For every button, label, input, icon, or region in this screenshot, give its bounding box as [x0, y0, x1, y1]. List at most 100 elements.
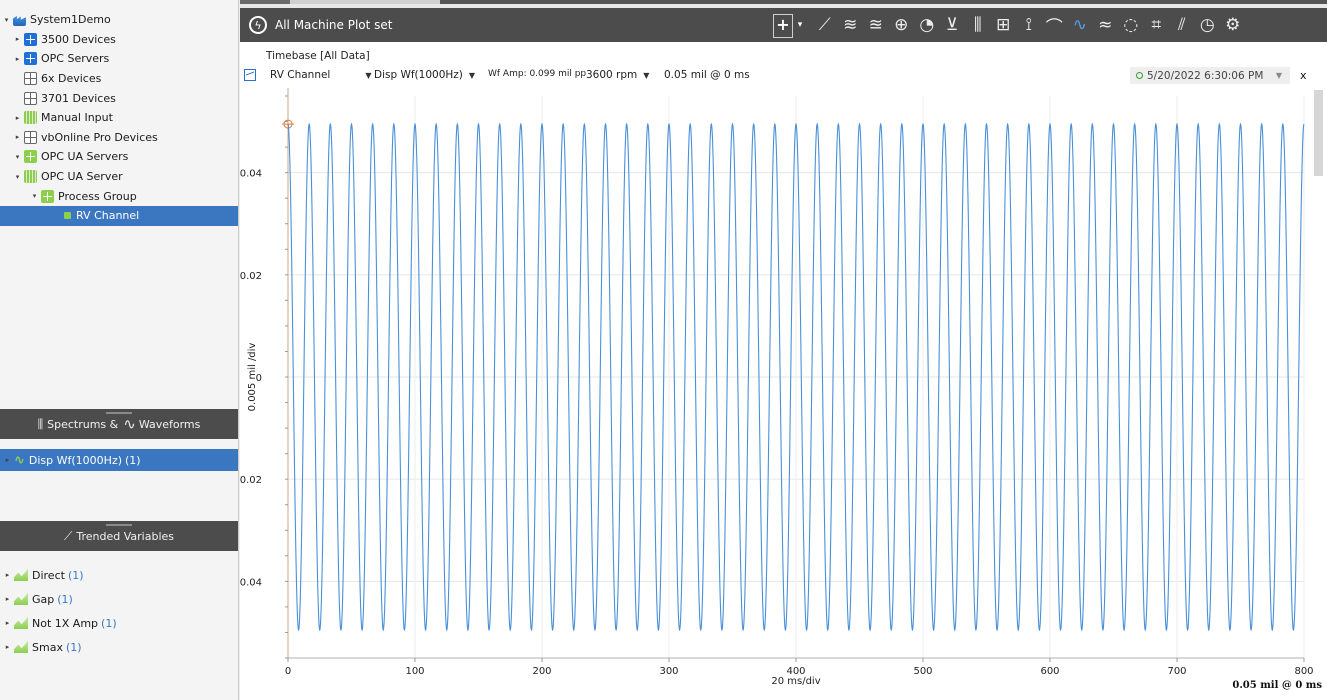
add-plot-dropdown[interactable]: ▾ — [797, 20, 803, 30]
window-top-strip — [240, 0, 1327, 8]
trended-variable-item[interactable]: ▸ Smax (1) — [0, 636, 238, 658]
plot-window: ϟ All Machine Plot set + ▾ ⟋ ≋ ≊ ⊕ ◔ ⊻ ⫼ ⊞ ⟟ ⌒ ∿ ≈ ◌… — [240, 0, 1327, 700]
close-plot-button[interactable]: x — [1300, 69, 1307, 82]
waveform-icon: ∿ — [123, 415, 136, 433]
panel-grip[interactable] — [106, 524, 132, 526]
caret-right-icon[interactable]: ▸ — [15, 54, 20, 63]
trended-variables-header[interactable]: ⟋ Trended Variables — [0, 521, 238, 551]
bode-plot-icon[interactable]: ⌒ — [1045, 17, 1063, 38]
caret-right-icon[interactable]: ▸ — [15, 35, 20, 44]
item-count: (1) — [125, 453, 141, 467]
tree-item-label: OPC Servers — [41, 52, 110, 66]
vertical-scrollbar-thumb[interactable] — [1314, 90, 1323, 176]
waveforms-label: Waveforms — [138, 417, 201, 431]
xy-plot-icon[interactable]: ⊻ — [946, 15, 959, 35]
group-icon — [41, 189, 54, 203]
channel-bar: RV Channel ▼ Disp Wf(1000Hz) ▼ Wf Amp: 0… — [240, 66, 1327, 86]
x-tick-label: 0 — [285, 666, 291, 677]
item-count: (1) — [65, 640, 82, 654]
item-count: (1) — [101, 616, 117, 630]
trended-variable-label: Gap — [32, 592, 55, 606]
waveform-group-item[interactable]: ▸ ∿ Disp Wf(1000Hz) (1) — [0, 449, 238, 471]
caret-right-icon[interactable]: ▸ — [15, 133, 20, 142]
tree-item[interactable]: ▸ vbOnline Pro Devices — [0, 128, 238, 148]
timebase-plot-icon[interactable]: ∿ — [1072, 15, 1087, 35]
device-group-icon — [24, 150, 37, 164]
device-group-icon — [24, 52, 37, 66]
chevron-down-icon: ▼ — [468, 70, 476, 80]
orbit-timebase-plot-icon[interactable]: ⟟ — [1025, 15, 1032, 35]
plot-type-timebase-icon[interactable] — [244, 69, 256, 81]
add-plot-button[interactable]: + — [773, 14, 793, 38]
full-spectrum-plot-icon[interactable]: ≈ — [1098, 15, 1113, 35]
plot-type-toolbar: ⟋ ≋ ≊ ⊕ ◔ ⊻ ⫼ ⊞ ⟟ ⌒ ∿ ≈ ◌ ⌗ ⫽ ◷ ⚙ — [812, 11, 1246, 39]
panel-grip[interactable] — [106, 412, 132, 414]
caret-right-icon[interactable]: ▸ — [5, 595, 10, 603]
x-tick-label: 600 — [1040, 666, 1059, 677]
caret-right-icon[interactable]: ▸ — [5, 619, 10, 627]
tree-item[interactable]: ▾ Process Group — [0, 186, 238, 206]
trended-variable-item[interactable]: ▸ Not 1X Amp (1) — [0, 612, 238, 634]
corner-scale-label: 0.05 mil @ 0 ms — [1232, 680, 1322, 691]
caret-right-icon[interactable]: ▸ — [5, 456, 10, 464]
speed-dropdown[interactable]: 3600 rpm ▼ — [586, 69, 649, 81]
plot-titlebar: ϟ All Machine Plot set + ▾ ⟋ ≋ ≊ ⊕ ◔ ⊻ ⫼ ⊞ ⟟ ⌒ ∿ ≈ ◌… — [240, 8, 1327, 42]
x-tick-label: 500 — [913, 666, 932, 677]
tree-item[interactable]: RV Channel — [0, 205, 238, 226]
caret-down-icon[interactable]: ▾ — [4, 15, 9, 24]
clock-plot-icon[interactable]: ◷ — [1199, 15, 1215, 35]
tree-item[interactable]: ▸ OPC Servers — [0, 49, 238, 69]
shaft-centerline-plot-icon[interactable]: ⌗ — [1151, 15, 1162, 35]
tree-item-label: OPC UA Server — [41, 170, 123, 184]
tree-item-label: OPC UA Servers — [41, 150, 129, 164]
trend-plot-icon[interactable]: ⟋ — [818, 15, 831, 35]
caret-down-icon[interactable]: ▾ — [15, 152, 20, 161]
x-tick-label: 800 — [1294, 666, 1313, 677]
gauge-plot-icon[interactable]: ◔ — [919, 15, 935, 35]
settings-plot-icon[interactable]: ⚙ — [1225, 15, 1241, 35]
x-tick-label: 200 — [532, 666, 551, 677]
cascade-plot-icon[interactable]: ⫽ — [1177, 15, 1186, 35]
trend-icon — [14, 593, 28, 605]
spectrums-waveforms-header[interactable]: ⫼ Spectrums & ∿ Waveforms — [0, 409, 238, 439]
channel-dropdown[interactable]: RV Channel ▼ — [270, 69, 372, 81]
spectrum-icon: ⫼ — [37, 416, 44, 431]
caret-down-icon[interactable]: ▾ — [15, 172, 20, 181]
caret-down-icon[interactable]: ▾ — [32, 192, 37, 201]
caret-right-icon[interactable]: ▸ — [5, 643, 10, 651]
timestamp-dropdown[interactable]: 5/20/2022 6:30:06 PM ▼ — [1130, 67, 1290, 84]
device-group-icon — [24, 32, 37, 46]
caret-right-icon[interactable]: ▸ — [5, 571, 10, 579]
left-pane: ▾ System1Demo ▸ 3500 Devices ▸ OPC Servers 6x … — [0, 0, 239, 700]
channel-icon — [64, 212, 71, 220]
tree-item[interactable]: ▸ 3500 Devices — [0, 30, 238, 50]
spectrum-plot-icon[interactable]: ⫼ — [973, 15, 982, 35]
tree-item[interactable]: ▾ OPC UA Servers — [0, 147, 238, 167]
orbit-plot-icon[interactable]: ◌ — [1123, 15, 1139, 35]
waveform-group-label: Disp Wf(1000Hz) — [28, 453, 123, 467]
chevron-down-icon: ▼ — [643, 70, 650, 80]
multi-trend-plot-icon[interactable]: ≋ — [843, 15, 858, 35]
x-axis-label: 20 ms/div — [771, 676, 820, 687]
device-tree: ▾ System1Demo ▸ 3500 Devices ▸ OPC Servers 6x … — [0, 10, 238, 226]
timestamp-value: 5/20/2022 6:30:06 PM — [1147, 69, 1264, 82]
tree-item[interactable]: ▾ System1Demo — [0, 10, 238, 30]
tree-item-label: Process Group — [58, 189, 137, 203]
polar-plot-icon[interactable]: ⊕ — [894, 15, 909, 35]
waveform-plot[interactable]: 0.04 0.02 0 0.02 0.04 0 100 200 300 400 500 600 700 8… — [240, 88, 1327, 700]
tree-item[interactable]: 3701 Devices — [0, 88, 238, 108]
caret-right-icon[interactable]: ▸ — [15, 113, 20, 122]
y-axis-label: 0.005 mil /div — [247, 343, 258, 412]
waterfall-trend-plot-icon[interactable]: ≊ — [868, 15, 883, 35]
bar-plot-icon[interactable]: ⊞ — [996, 15, 1011, 35]
plotset-bolt-icon[interactable]: ϟ — [249, 16, 267, 34]
tree-item[interactable]: 6x Devices — [0, 69, 238, 89]
spectrums-label: Spectrums & — [47, 417, 119, 431]
window-tab-strip — [240, 0, 1327, 4]
tree-item[interactable]: ▾ OPC UA Server — [0, 167, 238, 187]
tree-item-label: 6x Devices — [41, 72, 102, 86]
measurement-dropdown[interactable]: Disp Wf(1000Hz) ▼ — [374, 69, 475, 81]
trended-variable-item[interactable]: ▸ Direct (1) — [0, 564, 238, 586]
trended-variable-item[interactable]: ▸ Gap (1) — [0, 588, 238, 610]
tree-item[interactable]: ▸ Manual Input — [0, 108, 238, 128]
